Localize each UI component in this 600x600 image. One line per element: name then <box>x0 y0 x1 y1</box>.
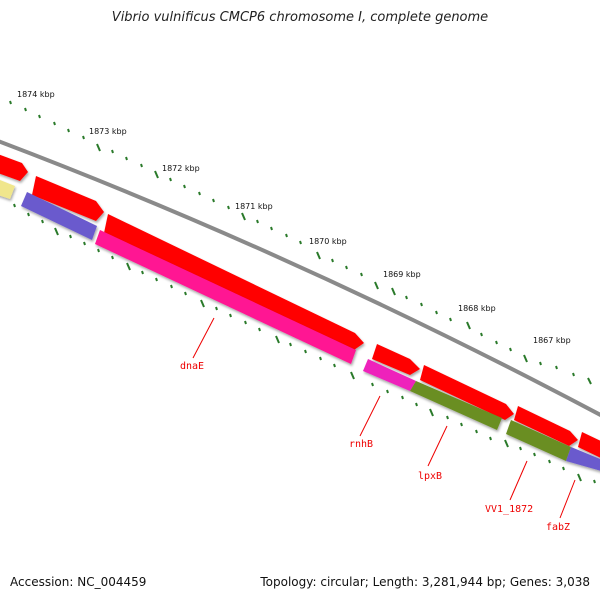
kbp-label: 1873 kbp <box>89 127 127 136</box>
gene-label-rnhB: rnhB <box>349 439 373 450</box>
backbone-line <box>0 139 600 417</box>
scale-ticks-inner <box>13 203 596 484</box>
gene-label-dnaE: dnaE <box>180 361 204 372</box>
gene-cds-2[interactable] <box>32 176 104 221</box>
gene-dnaE[interactable] <box>95 230 356 364</box>
kbp-label: 1874 kbp <box>17 90 55 99</box>
gene-labels: dnaE rnhB lpxB VV1_1872 fabZ <box>180 361 570 533</box>
reverse-cds-track <box>0 178 600 472</box>
kbp-label: 1871 kbp <box>235 202 273 211</box>
gene-label-VV1_1872: VV1_1872 <box>485 504 533 515</box>
gene-callouts <box>192 317 576 519</box>
gene-cds-7[interactable] <box>578 432 600 460</box>
genome-summary-text: Topology: circular; Length: 3,281,944 bp… <box>260 575 590 589</box>
accession-text: Accession: NC_004459 <box>10 575 147 589</box>
gene-lpxB[interactable] <box>410 381 502 430</box>
kbp-label: 1869 kbp <box>383 270 421 279</box>
gene-cds-6[interactable] <box>514 406 578 446</box>
kbp-label: 1872 kbp <box>162 164 200 173</box>
forward-cds-track <box>0 153 600 460</box>
gene-cds-3[interactable] <box>104 214 364 350</box>
gene-pale[interactable] <box>0 178 15 199</box>
gene-fabZ[interactable] <box>566 447 600 472</box>
kbp-label: 1868 kbp <box>458 304 496 313</box>
scale-ticks-outer <box>9 100 592 385</box>
gene-VV1_1872[interactable] <box>506 420 571 461</box>
kbp-labels: 1874 kbp 1873 kbp 1872 kbp 1871 kbp 1870… <box>17 90 571 345</box>
gene-label-fabZ: fabZ <box>546 522 570 533</box>
gene-cds-5[interactable] <box>420 365 514 420</box>
kbp-label: 1870 kbp <box>309 237 347 246</box>
gene-blue[interactable] <box>21 192 97 240</box>
gene-label-lpxB: lpxB <box>418 471 442 482</box>
kbp-label: 1867 kbp <box>533 336 571 345</box>
gene-cds-1[interactable] <box>0 153 28 181</box>
map-title: Vibrio vulnificus CMCP6 chromosome I, co… <box>111 10 489 25</box>
gene-cds-4[interactable] <box>372 344 420 375</box>
gene-rnhB[interactable] <box>363 359 416 391</box>
